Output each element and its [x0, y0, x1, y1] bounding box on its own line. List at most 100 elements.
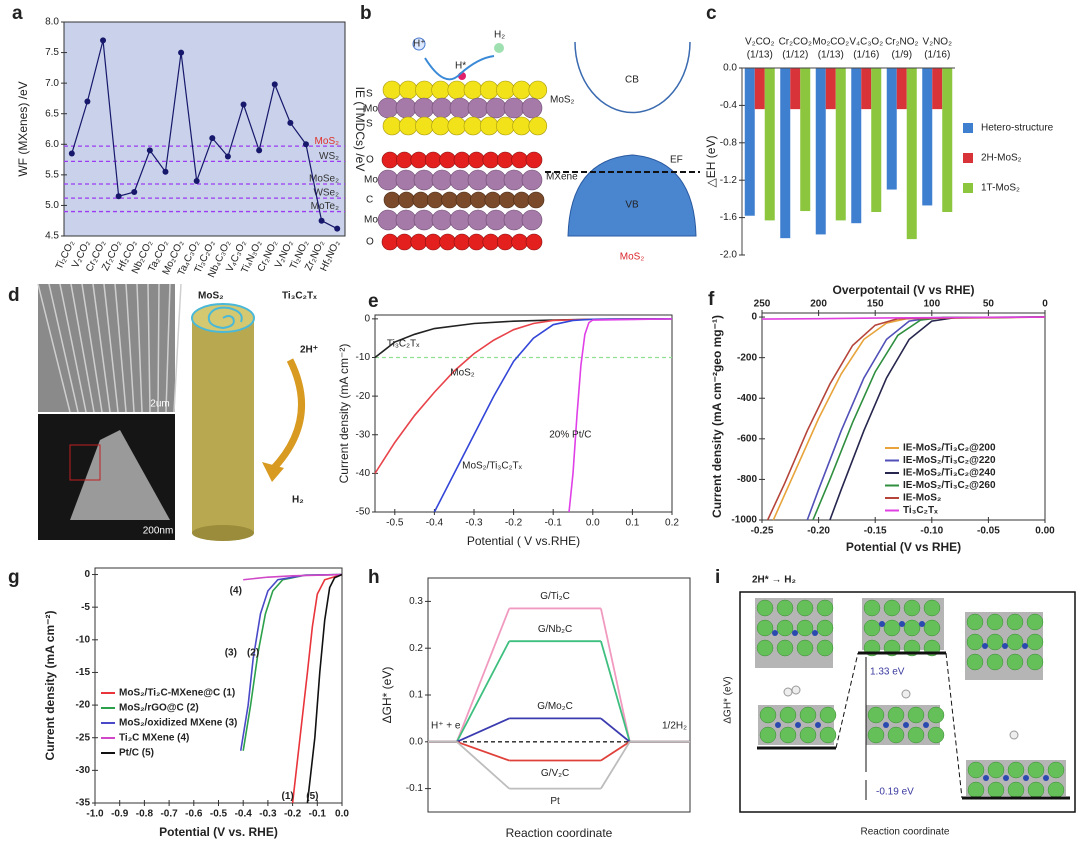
- bar: [896, 68, 907, 110]
- legend-label: Ti₃C₂Tₓ: [903, 505, 938, 516]
- adsorbate: [783, 687, 793, 697]
- atom: [756, 619, 774, 637]
- annotation: (4): [230, 585, 242, 596]
- series-label: G/Ti₂C: [540, 591, 570, 602]
- atom: [467, 97, 489, 119]
- legend-label: IE-MoS₂/Ti₃C₂@260: [903, 480, 996, 491]
- data-line: [243, 573, 343, 581]
- atom: [482, 233, 500, 251]
- y-tick-label: -35: [76, 798, 91, 809]
- data-line: [71, 40, 338, 230]
- y-tick-label: -50: [356, 507, 371, 518]
- atom: [796, 599, 814, 617]
- y-tick-label: 4.5: [45, 231, 59, 242]
- y-tick-label: -1.6: [720, 212, 738, 223]
- bar: [851, 68, 862, 224]
- bar: [922, 68, 933, 206]
- x2-axis-label: Overpotentail (V vs RHE): [832, 283, 974, 297]
- atom: [453, 233, 471, 251]
- y2-axis-label: IE (TMDCs) /eV: [353, 87, 367, 172]
- x-tick-label: 0.0: [335, 809, 349, 820]
- atom: [463, 116, 483, 136]
- y-tick-label: -0.4: [720, 100, 738, 111]
- energy-connector: [600, 741, 631, 762]
- fibre: [81, 283, 103, 413]
- panel-label: e: [368, 291, 379, 312]
- atom: [927, 706, 945, 724]
- atom: [907, 706, 925, 724]
- annotation: (1): [282, 791, 294, 802]
- energy-connector: [600, 608, 631, 742]
- atom: [1003, 775, 1009, 781]
- atom: [447, 116, 467, 136]
- data-point: [178, 49, 185, 56]
- data-point: [193, 177, 200, 184]
- atom: [967, 761, 985, 779]
- x-tick-label: -0.7: [160, 809, 178, 820]
- atom: [863, 599, 881, 617]
- x-tick-label: 0.2: [665, 518, 679, 529]
- bar: [932, 68, 943, 110]
- data-point: [209, 135, 216, 142]
- x-tick-label: Cr₂NO₂: [885, 37, 918, 48]
- data-line: [291, 573, 343, 804]
- atom: [482, 151, 500, 169]
- y-tick-label: -400: [737, 393, 757, 404]
- fibre: [173, 283, 182, 413]
- energy-connector: [456, 740, 510, 762]
- atom: [799, 706, 817, 724]
- atom: [776, 619, 794, 637]
- atom: [907, 726, 925, 744]
- fibre-end: [192, 525, 254, 541]
- atom: [468, 151, 485, 169]
- atom: [513, 191, 530, 209]
- atom: [795, 722, 801, 728]
- atom: [528, 80, 548, 100]
- x-tick-label: V₂NO₂: [923, 37, 953, 48]
- x-tick-label: -0.15: [864, 526, 887, 537]
- x-tick-label: 0.00: [1035, 526, 1055, 537]
- atom: [463, 80, 483, 100]
- atom: [503, 209, 525, 231]
- atom: [441, 191, 458, 209]
- panel-label: g: [8, 567, 20, 588]
- legend-swatch: [963, 183, 973, 193]
- x-tick-label: (1/16): [924, 50, 950, 61]
- spiral: [207, 306, 243, 330]
- atom: [503, 97, 525, 119]
- atom: [796, 639, 814, 657]
- flow-arrow: [269, 358, 305, 473]
- panel-label: d: [8, 285, 20, 306]
- bar: [861, 68, 872, 110]
- atom: [923, 619, 941, 637]
- atom: [983, 775, 989, 781]
- atom: [1006, 613, 1024, 631]
- atom: [496, 116, 515, 136]
- atom: [431, 169, 453, 191]
- atom: [396, 151, 413, 169]
- atom: [479, 116, 499, 136]
- atom: [966, 633, 984, 651]
- ion: [412, 37, 426, 51]
- series-label: Pt: [550, 796, 560, 807]
- structure-label: Ti₃C₂Tₓ: [282, 291, 317, 302]
- atom: [426, 191, 444, 209]
- x-tick-label: V₂CO₂: [745, 37, 775, 48]
- atom: [967, 781, 985, 799]
- y-tick-label: -0.8: [720, 137, 738, 148]
- fibre: [59, 283, 87, 413]
- fibre: [125, 283, 135, 413]
- x-tick-label: -0.5: [386, 518, 404, 529]
- nanotube: [70, 430, 170, 520]
- product-label: H₂: [292, 495, 304, 506]
- atom-row-label: S: [366, 89, 373, 100]
- fibre: [136, 283, 143, 413]
- y-tick-label: 0.0: [409, 736, 423, 747]
- atom: [424, 233, 442, 251]
- y-tick-label: -200: [737, 352, 757, 363]
- data-point: [224, 153, 231, 160]
- y-tick-label: 8.0: [45, 17, 59, 28]
- state-label: H⁺ + e: [431, 720, 461, 731]
- atom: [382, 116, 402, 136]
- series-label: MoS₂/Ti₃C₂Tₓ: [462, 460, 522, 471]
